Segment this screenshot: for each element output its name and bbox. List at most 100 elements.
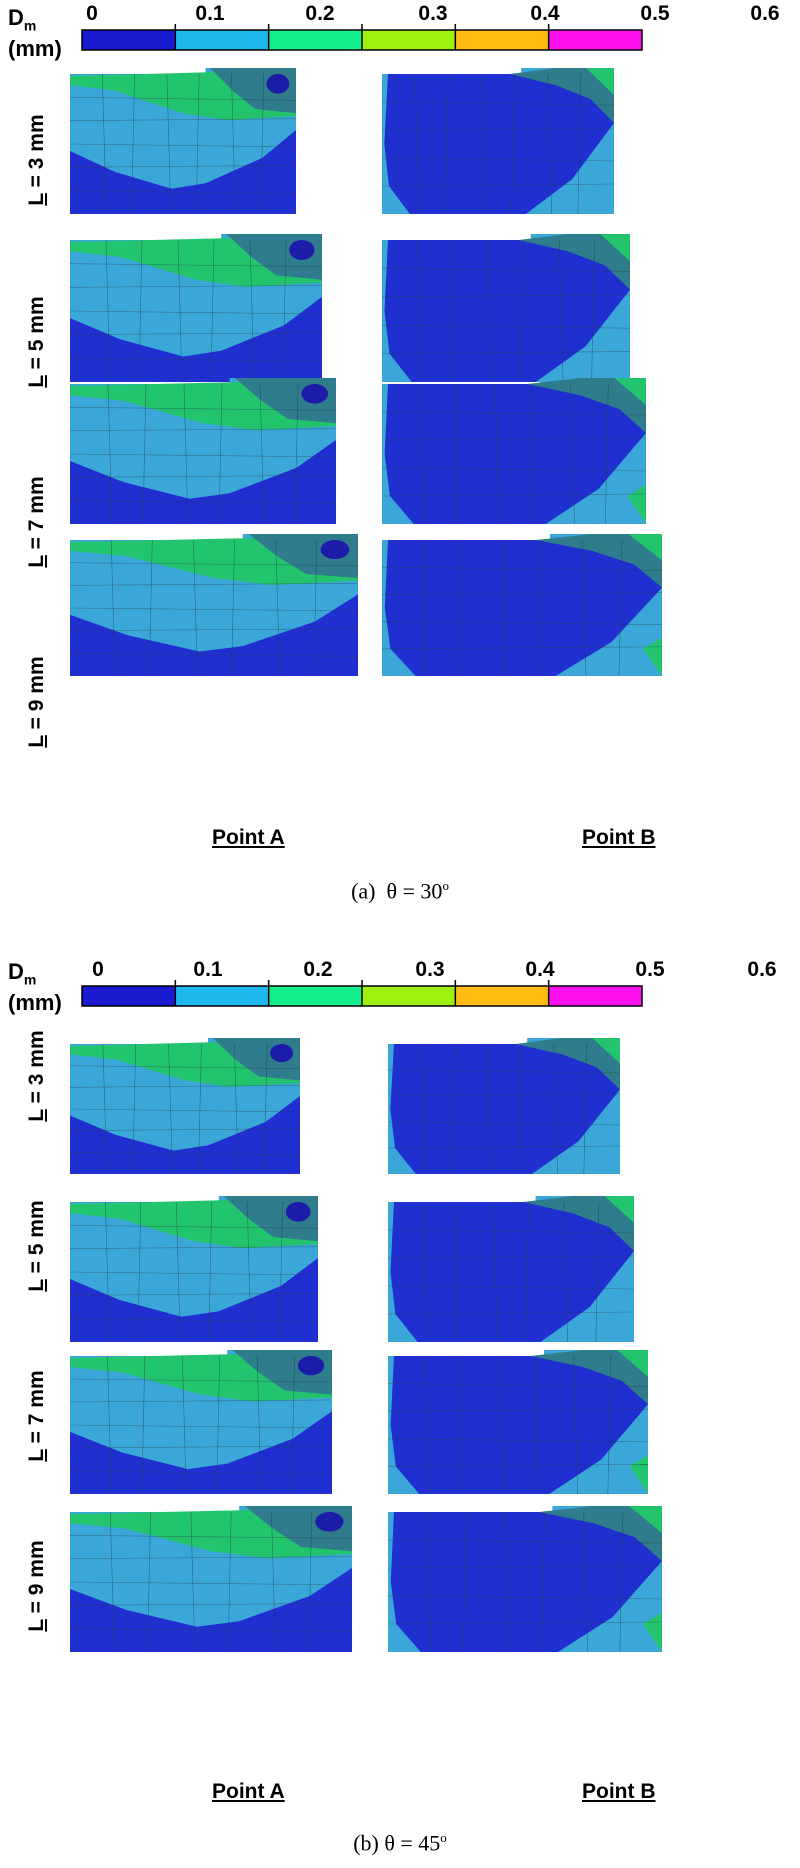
mesh-line: [458, 1355, 463, 1495]
mesh-line: [387, 1255, 635, 1259]
row-label-l3: L = 3 mm: [25, 1030, 48, 1122]
mesh-line: [105, 1201, 110, 1343]
mesh-line: [529, 383, 534, 525]
mesh-line: [69, 97, 297, 101]
contour-teal: [538, 1506, 662, 1561]
legend-tick: 0: [86, 2, 98, 25]
legend-title-main: D: [8, 959, 24, 984]
mesh-line: [387, 1285, 635, 1290]
mesh-line: [148, 539, 153, 677]
mesh-line: [69, 285, 323, 288]
mesh-line: [520, 239, 525, 383]
contour-green-edge: [627, 484, 646, 524]
mesh-line: [218, 383, 223, 525]
mesh-line: [387, 1093, 621, 1097]
mesh-line: [69, 453, 337, 458]
legend-color-swatch: [362, 30, 456, 50]
mesh-line: [208, 1201, 213, 1343]
mesh-line: [69, 583, 359, 586]
mesh-line: [577, 73, 582, 215]
contour-green: [614, 378, 646, 405]
legend-title-main: D: [8, 5, 24, 30]
mesh-line: [190, 1511, 196, 1653]
mesh-line: [131, 73, 135, 215]
mesh-line: [279, 1201, 283, 1343]
legend-tick: 0.1: [193, 958, 223, 981]
mesh-line: [381, 183, 615, 187]
mesh-line: [137, 1201, 142, 1343]
mesh-line: [381, 493, 647, 497]
mesh-line: [487, 1043, 492, 1175]
mesh-line: [420, 1043, 426, 1175]
mesh-line: [69, 1445, 333, 1449]
mesh-line: [573, 1355, 579, 1495]
figure-panel-a: Dm (mm) 0 0.1 0.2 0.3 0.4 0.5 0.6 L = 3 …: [8, 2, 780, 903]
mesh-line: [533, 1355, 537, 1495]
contour-green: [628, 534, 662, 561]
mesh-line: [69, 1108, 301, 1113]
point-a-label: Point A: [212, 1780, 285, 1803]
mesh-line: [494, 383, 500, 525]
contour-dark-blue: [384, 384, 646, 524]
mesh-line: [69, 1128, 301, 1131]
mesh-line: [421, 539, 427, 677]
mesh-line: [175, 1201, 181, 1343]
legend-tick: 0: [92, 958, 104, 981]
legend-title: Dm (mm): [8, 960, 62, 1015]
legend-color-swatch: [82, 986, 176, 1006]
mesh-line: [501, 539, 507, 677]
mesh-line: [69, 310, 323, 315]
mesh-line: [260, 73, 265, 215]
mesh-line: [69, 1085, 301, 1088]
legend-unit: (mm): [8, 36, 62, 62]
contour-teal: [509, 68, 614, 123]
mesh-line: [563, 1201, 569, 1343]
mesh-line: [387, 1565, 663, 1569]
mesh-line: [132, 1043, 137, 1175]
mesh-line: [233, 1043, 239, 1175]
mesh-line: [69, 1293, 319, 1296]
mesh-line: [387, 1438, 649, 1443]
mesh-line: [210, 239, 215, 383]
mesh-line: [291, 1355, 295, 1495]
mesh-line: [581, 539, 587, 677]
contour-green: [604, 1196, 634, 1223]
legend-color-swatch: [175, 30, 269, 50]
mesh-line: [168, 1043, 173, 1175]
contour-green: [600, 234, 630, 262]
legend-color-swatch: [268, 30, 362, 50]
legend-color-swatch: [82, 30, 176, 50]
point-a-label: Point A: [212, 826, 285, 849]
mesh-line: [181, 1355, 187, 1495]
mesh-line: [381, 411, 647, 416]
mesh-line: [481, 73, 486, 215]
mesh-line: [454, 1201, 459, 1343]
mesh-line: [107, 383, 113, 525]
mesh-line: [216, 1355, 221, 1495]
mesh-line: [101, 73, 107, 215]
row-label-l9: L = 9 mm: [25, 656, 48, 748]
mesh-line: [69, 562, 359, 566]
legend-tick: 0.3: [418, 2, 448, 25]
legend-tick: 0.5: [640, 2, 670, 25]
mesh-line: [177, 239, 183, 383]
mesh-line: [69, 1628, 353, 1632]
mesh-line: [424, 1355, 430, 1495]
mesh-line: [619, 1511, 624, 1653]
contour-green: [592, 1038, 620, 1064]
mesh-line: [381, 621, 663, 625]
mesh-line: [387, 1539, 663, 1544]
mesh-line: [198, 1043, 202, 1175]
mesh-line: [387, 1145, 621, 1149]
contour-plots-a: [69, 24, 663, 677]
contour-teal: [536, 534, 662, 588]
contour-dark-blue: [384, 540, 662, 676]
mesh-line: [525, 1201, 529, 1343]
mesh-line: [499, 1355, 504, 1495]
mesh-line: [381, 437, 647, 441]
point-b-label: Point B: [582, 1780, 656, 1803]
contour-teal: [527, 378, 646, 433]
legend-tick: 0.2: [305, 2, 335, 25]
contour-dark-blue: [384, 74, 614, 214]
contour-teal: [523, 1196, 634, 1251]
